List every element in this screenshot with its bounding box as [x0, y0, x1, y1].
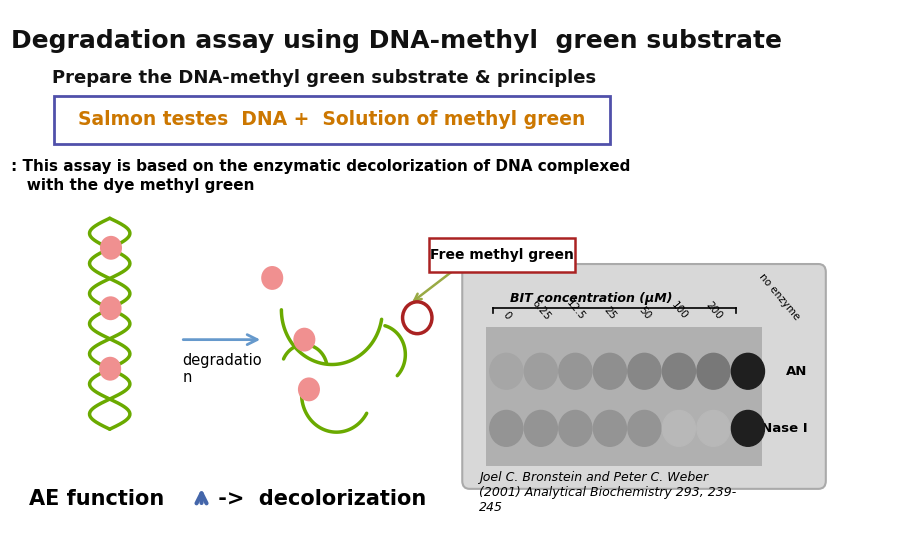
Text: Degradation assay using DNA-methyl  green substrate: Degradation assay using DNA-methyl green… [11, 29, 781, 53]
Circle shape [627, 410, 660, 447]
Text: no enzyme: no enzyme [756, 271, 801, 322]
Circle shape [293, 328, 315, 351]
Text: Free methyl green: Free methyl green [430, 248, 574, 262]
Text: Prepare the DNA-methyl green substrate & principles: Prepare the DNA-methyl green substrate &… [52, 69, 596, 87]
Circle shape [661, 410, 695, 447]
Circle shape [489, 410, 522, 447]
FancyBboxPatch shape [54, 96, 609, 144]
FancyBboxPatch shape [462, 264, 824, 489]
Text: AN: AN [785, 365, 806, 378]
Circle shape [661, 353, 695, 389]
Circle shape [731, 353, 763, 389]
Circle shape [696, 353, 729, 389]
Text: BIT concentration (μM): BIT concentration (μM) [510, 292, 672, 305]
Text: AE function: AE function [29, 489, 164, 509]
Text: 100: 100 [668, 300, 689, 322]
FancyBboxPatch shape [486, 327, 761, 466]
Text: 0: 0 [500, 310, 512, 322]
Text: 25: 25 [601, 305, 618, 322]
Circle shape [558, 410, 591, 447]
Text: : This assay is based on the enzymatic decolorization of DNA complexed: : This assay is based on the enzymatic d… [11, 159, 630, 174]
Text: Salmon testes  DNA +  Solution of methyl green: Salmon testes DNA + Solution of methyl g… [78, 110, 585, 129]
Circle shape [593, 353, 626, 389]
Circle shape [593, 410, 626, 447]
Circle shape [489, 353, 522, 389]
FancyBboxPatch shape [429, 238, 575, 272]
Text: 50: 50 [636, 305, 651, 322]
Circle shape [100, 236, 122, 260]
Circle shape [524, 410, 557, 447]
Text: 12.5: 12.5 [563, 298, 586, 322]
Text: Joel C. Bronstein and Peter C. Weber
(2001) Analytical Biochemistry 293, 239-
24: Joel C. Bronstein and Peter C. Weber (20… [478, 471, 735, 514]
Text: degradatio
n: degradatio n [182, 352, 261, 385]
Circle shape [99, 296, 121, 320]
Circle shape [627, 353, 660, 389]
Circle shape [524, 353, 557, 389]
Circle shape [402, 302, 432, 334]
Text: ->  decolorization: -> decolorization [210, 489, 425, 509]
Text: 200: 200 [702, 300, 722, 322]
Text: 6.25: 6.25 [529, 298, 551, 322]
Circle shape [298, 378, 320, 401]
Circle shape [99, 357, 121, 381]
Text: DNase I: DNase I [749, 422, 806, 435]
Circle shape [731, 410, 763, 447]
Text: with the dye methyl green: with the dye methyl green [11, 179, 254, 194]
Circle shape [261, 266, 283, 290]
Circle shape [696, 410, 729, 447]
Circle shape [558, 353, 591, 389]
